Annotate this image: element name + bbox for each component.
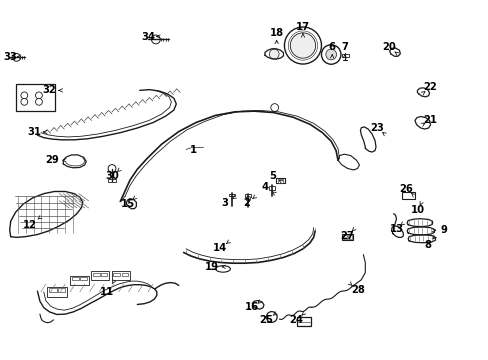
Bar — [245, 194, 251, 197]
Text: 22: 22 — [423, 82, 437, 93]
Circle shape — [270, 104, 278, 112]
Text: 9: 9 — [440, 225, 447, 235]
Circle shape — [321, 45, 340, 64]
Bar — [91, 271, 108, 280]
Text: 14: 14 — [213, 243, 227, 253]
Text: 3: 3 — [221, 198, 228, 208]
Text: 34: 34 — [141, 32, 155, 41]
Bar — [92, 273, 100, 276]
Bar — [341, 54, 348, 57]
Text: 27: 27 — [339, 231, 353, 240]
Circle shape — [21, 92, 28, 99]
Circle shape — [290, 33, 315, 58]
Bar — [228, 194, 234, 197]
Circle shape — [245, 196, 250, 201]
Text: 30: 30 — [105, 171, 119, 181]
Text: 5: 5 — [269, 171, 276, 181]
Ellipse shape — [266, 312, 277, 322]
Bar — [112, 271, 129, 280]
Text: 32: 32 — [42, 85, 57, 95]
Text: 12: 12 — [23, 220, 37, 230]
Text: 25: 25 — [259, 315, 273, 325]
Text: 11: 11 — [100, 287, 114, 297]
Circle shape — [269, 49, 279, 59]
Circle shape — [21, 98, 28, 105]
Text: 2: 2 — [243, 198, 250, 208]
Text: 24: 24 — [289, 315, 303, 325]
Circle shape — [325, 49, 336, 60]
Text: 15: 15 — [120, 199, 134, 210]
Bar — [80, 277, 86, 280]
Bar — [71, 277, 79, 280]
Bar — [108, 179, 116, 182]
Bar — [49, 288, 57, 292]
Bar — [347, 234, 351, 239]
Circle shape — [36, 92, 42, 99]
Bar — [47, 287, 66, 297]
Text: 23: 23 — [369, 123, 383, 133]
Bar — [70, 276, 88, 285]
Bar — [276, 178, 285, 183]
Bar — [268, 186, 274, 190]
Bar — [297, 317, 310, 325]
Text: 16: 16 — [244, 302, 259, 312]
Text: 21: 21 — [423, 115, 437, 125]
Bar — [277, 179, 283, 183]
Bar — [122, 273, 128, 276]
Text: 1: 1 — [189, 144, 197, 154]
Text: 10: 10 — [410, 205, 424, 215]
Text: 18: 18 — [269, 28, 283, 38]
Bar — [16, 84, 55, 111]
Bar — [341, 234, 352, 239]
Text: 28: 28 — [351, 285, 365, 296]
Bar — [58, 288, 65, 292]
Text: 20: 20 — [381, 42, 395, 52]
Ellipse shape — [215, 266, 230, 272]
Circle shape — [108, 165, 116, 172]
Bar — [101, 273, 107, 276]
Bar — [402, 192, 414, 199]
Text: 17: 17 — [295, 22, 309, 32]
Text: 33: 33 — [3, 51, 17, 62]
Circle shape — [36, 98, 42, 105]
Text: 31: 31 — [27, 127, 41, 137]
Circle shape — [13, 53, 20, 61]
Text: 13: 13 — [388, 225, 403, 234]
Text: 29: 29 — [45, 155, 59, 165]
Text: 7: 7 — [341, 42, 347, 51]
Bar — [113, 273, 120, 276]
Text: 4: 4 — [262, 182, 268, 192]
Text: 26: 26 — [399, 184, 412, 194]
Circle shape — [284, 27, 321, 64]
Text: 6: 6 — [328, 42, 335, 51]
Text: 19: 19 — [204, 262, 218, 272]
Text: 8: 8 — [423, 240, 430, 250]
Circle shape — [151, 35, 160, 44]
Bar — [342, 234, 346, 239]
